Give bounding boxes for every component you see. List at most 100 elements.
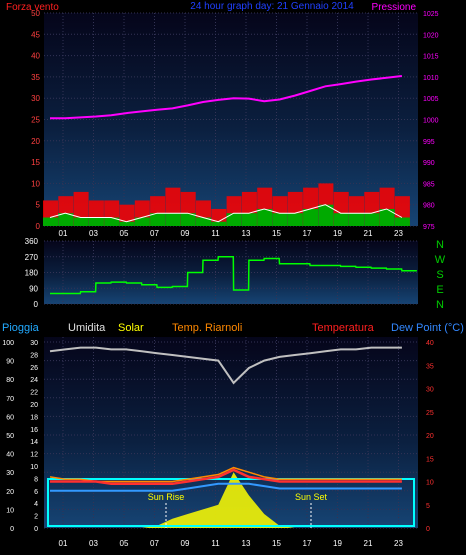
temperature-axis: 0 5 10 15 20 25 30 35 40 xyxy=(426,340,434,533)
humidity-tick-label: 30 xyxy=(6,470,14,477)
direction-axis: 0 90 180 270 360 xyxy=(25,237,39,309)
rain-tick-label: 8 xyxy=(34,476,38,483)
wind-avg-bar xyxy=(165,213,181,226)
legend-temperatura: Temperatura xyxy=(312,322,375,334)
humidity-tick-label: 50 xyxy=(6,433,14,440)
wind-avg-bar xyxy=(257,208,273,226)
rain-tick-label: 14 xyxy=(30,439,38,446)
pressure-axis: 975 980 985 990 995 1000 1005 1010 1015 1020 1025 xyxy=(423,11,439,231)
wind-tick-label: 30 xyxy=(31,94,40,103)
wind-avg-bar xyxy=(272,213,288,226)
legend-temp-riarnoli: Temp. Riarnoli xyxy=(172,322,242,334)
pressure-tick-label: 1000 xyxy=(423,118,439,125)
direction-line xyxy=(50,256,417,295)
rain-tick-label: 20 xyxy=(30,402,38,409)
compass-letter: W xyxy=(435,254,446,266)
wind-avg-bar xyxy=(134,217,150,226)
rain-tick-label: 4 xyxy=(34,501,38,508)
rain-tick-label: 22 xyxy=(30,390,38,397)
pressure-tick-label: 1010 xyxy=(423,75,439,82)
wind-avg-bar xyxy=(394,217,410,226)
humidity-axis: 0 10 20 30 40 50 60 70 80 90 100 xyxy=(2,340,14,533)
pressure-tick-label: 995 xyxy=(423,139,435,146)
wind-avg-bar xyxy=(119,221,135,226)
time-tick-label: 13 xyxy=(242,229,251,238)
wind-avg-bar xyxy=(43,217,58,226)
direction-series xyxy=(50,256,417,295)
direction-tick-label: 180 xyxy=(25,269,39,278)
temperature-line xyxy=(50,468,402,486)
time-tick-label: 19 xyxy=(333,229,342,238)
wind-avg-bar xyxy=(88,217,104,226)
rain-tick-label: 24 xyxy=(30,377,38,384)
wind-tick-label: 5 xyxy=(36,201,41,210)
wind-tick-label: 0 xyxy=(36,222,41,231)
wind-avg-bar xyxy=(364,213,380,226)
legend-solar: Solar xyxy=(118,322,144,334)
legend-pioggia: Pioggia xyxy=(2,322,40,334)
compass-letter: S xyxy=(436,269,443,281)
humidity-tick-label: 60 xyxy=(6,414,14,421)
pressure-tick-label: 975 xyxy=(423,224,435,231)
time-tick-label: 19 xyxy=(333,539,342,548)
rain-tick-label: 2 xyxy=(34,514,38,521)
legend-umidita: Umidita xyxy=(68,322,106,334)
time-tick-label: 03 xyxy=(89,539,98,548)
wind-avg-bar xyxy=(150,213,166,226)
time-tick-label: 09 xyxy=(181,539,190,548)
wind-avg-bar xyxy=(303,208,319,226)
pressure-tick-label: 985 xyxy=(423,181,435,188)
time-tick-label: 23 xyxy=(394,539,403,548)
temperature-tick-label: 35 xyxy=(426,363,434,370)
wind-tick-label: 45 xyxy=(31,30,40,39)
time-tick-label: 03 xyxy=(89,229,98,238)
wind-tick-label: 25 xyxy=(31,116,40,125)
humidity-tick-label: 0 xyxy=(10,526,14,533)
wind-tick-label: 40 xyxy=(31,52,40,61)
time-tick-label: 13 xyxy=(242,539,251,548)
humidity-tick-label: 40 xyxy=(6,452,14,459)
temp-series xyxy=(47,346,415,528)
rain-tick-label: 16 xyxy=(30,427,38,434)
wind-avg-bar xyxy=(349,213,364,226)
pressure-tick-label: 980 xyxy=(423,203,435,210)
rain-tick-label: 6 xyxy=(34,489,38,496)
time-tick-label: 01 xyxy=(59,539,68,548)
rain-tick-label: 18 xyxy=(30,414,38,421)
rain-box xyxy=(47,478,415,527)
wind-avg-bar xyxy=(226,213,242,226)
rain-tick-label: 12 xyxy=(30,452,38,459)
time-tick-label: 09 xyxy=(181,229,190,238)
temperature-tick-label: 20 xyxy=(426,433,434,440)
wind-avg-bar xyxy=(180,213,196,226)
humidity-line xyxy=(49,346,402,385)
pressure-tick-label: 990 xyxy=(423,160,435,167)
wind-tick-label: 35 xyxy=(31,73,40,82)
temperature-tick-label: 10 xyxy=(426,480,434,487)
wind-avg-bar xyxy=(104,217,120,226)
time-tick-label: 11 xyxy=(211,229,220,238)
rain-tick-label: 10 xyxy=(30,464,38,471)
sun-rise-label: Sun Rise xyxy=(148,492,185,502)
compass-letter: N xyxy=(436,299,444,311)
humidity-tick-label: 100 xyxy=(2,340,14,347)
direction-tick-label: 0 xyxy=(34,300,39,309)
wind-tick-label: 50 xyxy=(31,9,40,18)
time-tick-label: 05 xyxy=(120,539,129,548)
humidity-tick-label: 20 xyxy=(6,489,14,496)
humidity-tick-label: 10 xyxy=(6,507,14,514)
direction-tick-label: 90 xyxy=(29,284,38,293)
legend-dew-point: Dew Point (°C) xyxy=(391,322,464,334)
temperature-tick-label: 30 xyxy=(426,387,434,394)
wind-avg-bar xyxy=(287,213,303,226)
wind-avg-bar xyxy=(241,213,257,226)
time-tick-label: 11 xyxy=(211,539,220,548)
humidity-tick-label: 90 xyxy=(6,359,14,366)
wind-avg-bar xyxy=(211,221,227,226)
wind-avg-line xyxy=(49,204,403,223)
time-tick-label: 21 xyxy=(364,539,373,548)
solar-area xyxy=(50,472,402,528)
